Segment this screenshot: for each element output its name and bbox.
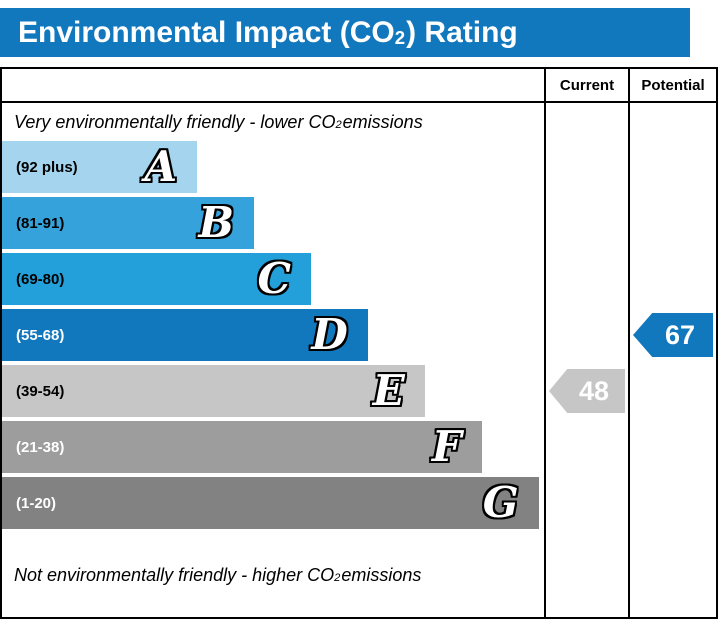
band-e: (39-54) E xyxy=(2,365,425,417)
band-d-range-label: (55-68) xyxy=(16,326,65,344)
band-a-letter: A xyxy=(144,142,178,191)
band-c-range-label: (69-80) xyxy=(16,270,65,288)
current-arrow: 48 xyxy=(549,369,625,413)
bottom-caption: Not environmentally friendly - higher CO… xyxy=(2,533,544,617)
top-caption-subscript: 2 xyxy=(335,119,342,132)
top-caption: Very environmentally friendly - lower CO… xyxy=(2,103,544,141)
chart-grid: Current Potential Very environmentally f… xyxy=(2,69,716,617)
band-d-letter: D xyxy=(311,310,348,359)
co2-rating-chart: Current Potential Very environmentally f… xyxy=(0,67,718,619)
band-g-range-label: (1-20) xyxy=(16,494,57,512)
band-b-letter: B xyxy=(198,198,235,247)
potential-arrow: 67 xyxy=(633,313,713,357)
band-e-range-label: (39-54) xyxy=(16,382,65,400)
bottom-caption-text: Not environmentally friendly - higher CO xyxy=(14,564,335,585)
band-e-letter: E xyxy=(372,366,405,415)
band-f-range-label: (21-38) xyxy=(16,438,65,456)
potential-column-header: Potential xyxy=(628,69,716,103)
band-c: (69-80) C xyxy=(2,253,311,305)
band-b: (81-91) B xyxy=(2,197,255,249)
band-d: (55-68) D xyxy=(2,309,368,361)
top-caption-suffix: emissions xyxy=(342,111,423,132)
current-value: 48 xyxy=(578,375,610,406)
title-text-suffix: ) Rating xyxy=(406,15,518,49)
band-f: (21-38) F xyxy=(2,421,482,473)
band-a-range-label: (92 plus) xyxy=(16,158,78,176)
page-title: Environmental Impact (CO 2) Rating xyxy=(0,8,690,57)
ratings-header-cell xyxy=(2,69,544,103)
current-column: 48 xyxy=(544,103,628,617)
potential-column: 67 xyxy=(628,103,716,617)
ratings-column: Very environmentally friendly - lower CO… xyxy=(2,103,544,617)
band-b-range-label: (81-91) xyxy=(16,214,65,232)
current-column-header: Current xyxy=(544,69,628,103)
band-g-letter: G xyxy=(482,478,519,527)
band-f-letter: F xyxy=(431,422,462,471)
top-caption-text: Very environmentally friendly - lower CO xyxy=(14,111,336,132)
bottom-caption-subscript: 2 xyxy=(334,572,341,585)
band-g: (1-20) G xyxy=(2,477,539,529)
bottom-caption-suffix: emissions xyxy=(341,564,422,585)
title-subscript: 2 xyxy=(394,26,406,48)
band-c-letter: C xyxy=(257,254,291,303)
band-a: (92 plus) A xyxy=(2,141,198,193)
potential-value: 67 xyxy=(664,319,696,350)
title-text-prefix: Environmental Impact (CO xyxy=(18,15,395,49)
